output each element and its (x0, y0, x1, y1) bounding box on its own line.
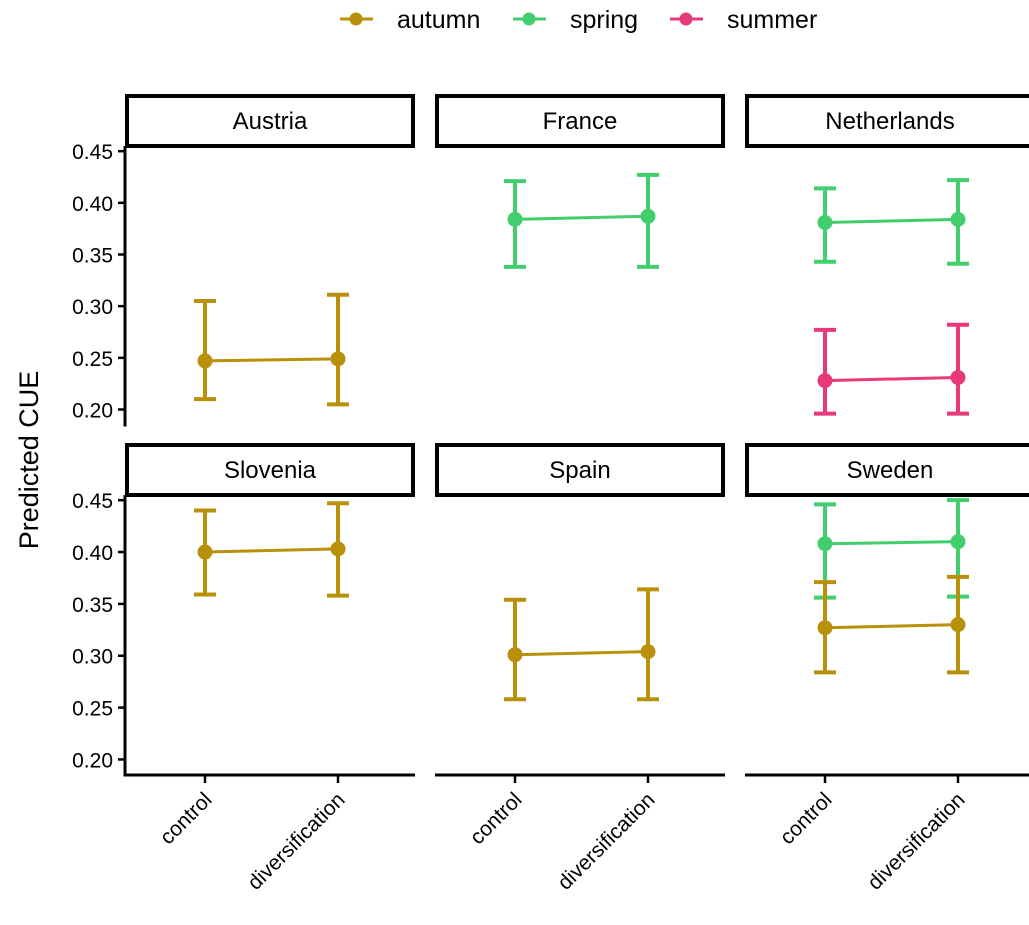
y-tick-label: 0.20 (72, 749, 113, 772)
data-point (817, 373, 833, 389)
error-bar (947, 322, 969, 416)
data-point (950, 534, 966, 550)
facet-sweden: Sweden control diversification (745, 443, 1029, 895)
y-tick-label: 0.20 (72, 400, 113, 423)
facet-netherlands: Netherlands (745, 94, 1029, 416)
series-line (824, 623, 959, 630)
legend-key-point (522, 12, 536, 26)
series-spring (814, 178, 969, 266)
y-tick-label: 0.30 (72, 296, 113, 319)
data-point (197, 353, 213, 369)
y-tick-label: 0.35 (72, 594, 113, 617)
data-point (817, 536, 833, 552)
series-line (204, 547, 339, 554)
data-point (950, 617, 966, 633)
facet-title: Spain (549, 457, 610, 484)
facet-title: Austria (233, 108, 308, 135)
facet-strip (435, 443, 725, 497)
series-spring (504, 172, 659, 269)
series-autumn (194, 501, 349, 598)
y-axis-label: Predicted CUE (14, 371, 44, 550)
data-point (950, 211, 966, 227)
series-spring (814, 498, 969, 600)
y-tick-label: 0.45 (72, 490, 113, 513)
error-bar (814, 327, 836, 416)
data-point (640, 644, 656, 660)
y-tick-label: 0.40 (72, 542, 113, 565)
data-point (640, 208, 656, 224)
facet-strip (125, 94, 415, 148)
series-line (204, 357, 339, 363)
y-tick-label: 0.40 (72, 193, 113, 216)
data-point (330, 351, 346, 367)
series-autumn (814, 574, 969, 675)
legend-label-spring: spring (570, 6, 638, 34)
y-tick-label: 0.25 (72, 348, 113, 371)
y-tick-label: 0.25 (72, 698, 113, 721)
facet-slovenia: Slovenia 0.20 0.25 0.30 0.35 0.40 0.45 control d… (72, 443, 415, 895)
series-autumn (194, 292, 349, 407)
x-tick-label: diversification (243, 788, 349, 894)
facet-title: Netherlands (825, 108, 954, 135)
facet-title: France (543, 108, 618, 135)
facet-strip (125, 443, 415, 497)
facet-strip (745, 94, 1029, 148)
data-point (507, 647, 523, 663)
x-tick-label: control (156, 788, 217, 849)
legend-item-summer: summer (670, 6, 817, 34)
legend-label-summer: summer (727, 6, 817, 34)
y-tick-label: 0.35 (72, 245, 113, 268)
facet-title: Slovenia (224, 457, 317, 484)
series-summer (814, 322, 969, 416)
facet-panels: Austria 0.20 0.25 0.30 0.35 0.40 0.45 France Net… (72, 94, 1029, 895)
legend-item-spring: spring (513, 6, 638, 34)
legend-key-point (679, 12, 693, 26)
facet-austria: Austria 0.20 0.25 0.30 0.35 0.40 0.45 (72, 94, 415, 427)
legend: autumn spring summer (340, 6, 817, 34)
data-point (817, 620, 833, 636)
x-tick-label: control (466, 788, 527, 849)
error-bar (327, 292, 349, 407)
data-point (507, 211, 523, 227)
facet-strip (745, 443, 1029, 497)
facet-spain: Spain control diversification (435, 443, 725, 895)
series-line (514, 650, 649, 657)
data-point (330, 541, 346, 557)
y-tick-label: 0.45 (72, 141, 113, 164)
facet-france: France (435, 94, 725, 269)
data-point (950, 369, 966, 385)
series-line (824, 217, 959, 224)
series-autumn (504, 587, 659, 702)
series-line (824, 540, 959, 546)
error-bar (194, 299, 216, 402)
y-tick-label: 0.30 (72, 646, 113, 669)
data-point (817, 214, 833, 230)
legend-label-autumn: autumn (397, 6, 480, 34)
x-tick-label: diversification (553, 788, 659, 894)
legend-key-point (349, 12, 363, 26)
series-line (824, 375, 959, 383)
facet-strip (435, 94, 725, 148)
data-point (197, 544, 213, 560)
facet-title: Sweden (847, 457, 934, 484)
series-line (514, 214, 649, 221)
legend-item-autumn: autumn (340, 6, 480, 34)
x-tick-label: diversification (863, 788, 969, 894)
x-tick-label: control (776, 788, 837, 849)
